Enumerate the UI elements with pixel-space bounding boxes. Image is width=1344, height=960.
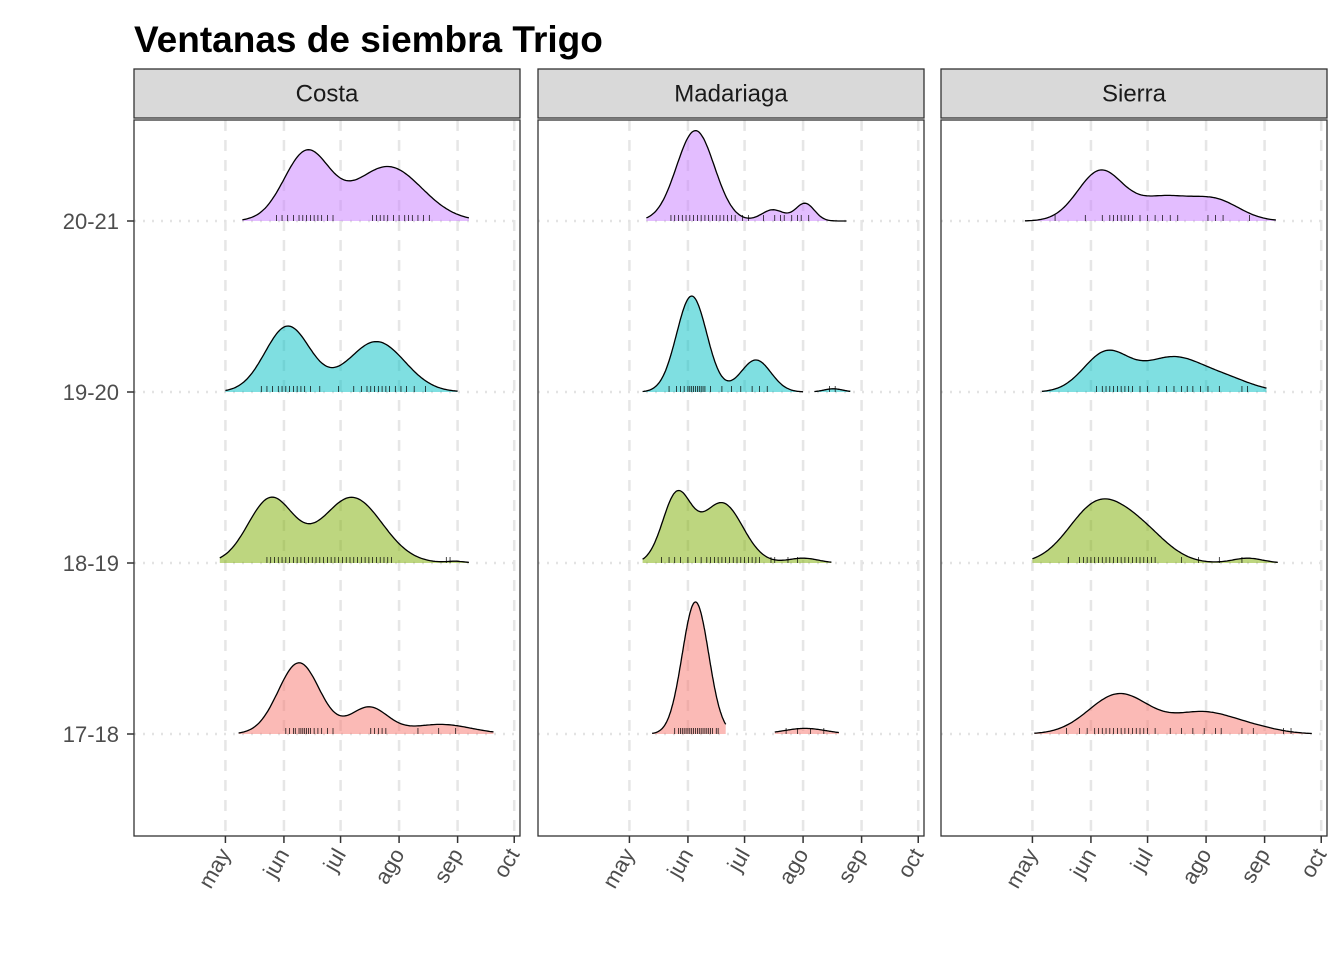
ridge-outline-18-19 bbox=[219, 496, 469, 564]
ridge-fill-17-18 bbox=[1034, 693, 1312, 734]
facet-strip bbox=[940, 68, 1328, 119]
x-tick-label: ago bbox=[1176, 844, 1216, 888]
ridge-outline-18-19 bbox=[1032, 498, 1278, 564]
y-tick-label: 20-21 bbox=[63, 209, 119, 234]
panel-border bbox=[537, 119, 925, 837]
ridge-fill-17-18 bbox=[652, 602, 726, 734]
facet-panel: Costa may jun jul ago sep oct bbox=[133, 68, 525, 892]
x-tick-label: oct bbox=[488, 844, 524, 882]
ridge-fill-20-21 bbox=[242, 149, 469, 221]
y-tick-label: 17-18 bbox=[63, 722, 119, 747]
x-tick-label: jul bbox=[318, 844, 351, 876]
panel-border bbox=[940, 119, 1328, 837]
ridge-outline-20-21 bbox=[1024, 169, 1276, 222]
facet-panel: Madariaga may jun jul ago sep oct bbox=[537, 68, 929, 892]
ridge-outline-19-20 bbox=[642, 295, 804, 393]
x-tick-label: jun bbox=[661, 844, 698, 883]
ridge-outline-17-18 bbox=[238, 662, 494, 734]
panel-background bbox=[538, 120, 924, 836]
ridge-fill-19-20 bbox=[642, 296, 804, 392]
ridge-outline-18-19 bbox=[642, 489, 832, 563]
ridge-outline-17-18 bbox=[1034, 692, 1312, 735]
y-tick-label: 18-19 bbox=[63, 551, 119, 576]
ridge-outline-19-20 bbox=[814, 388, 851, 393]
ridge-outline-20-21 bbox=[646, 129, 847, 222]
x-tick-label: jul bbox=[1125, 844, 1158, 876]
x-tick-label: sep bbox=[1236, 844, 1275, 887]
facet-strip-label: Sierra bbox=[1102, 81, 1167, 108]
x-tick-label: may bbox=[597, 844, 639, 892]
facet-strip bbox=[133, 68, 521, 119]
x-tick-label: jun bbox=[257, 844, 294, 883]
ridge-outline-20-21 bbox=[242, 149, 470, 221]
ridge-fill-20-21 bbox=[1024, 169, 1276, 221]
ridge-outline-17-18 bbox=[651, 601, 727, 735]
x-tick-label: jun bbox=[1064, 844, 1101, 883]
facet-panel: Sierra may jun jul ago sep oct bbox=[940, 68, 1332, 892]
y-tick-label: 19-20 bbox=[63, 380, 119, 405]
x-tick-label: oct bbox=[892, 844, 928, 882]
x-tick-label: ago bbox=[369, 844, 409, 888]
panel-border bbox=[133, 119, 521, 837]
x-tick-label: oct bbox=[1295, 844, 1331, 882]
y-axis: 17-18 18-19 19-20 20-21 bbox=[63, 209, 134, 747]
ridge-outline-19-20 bbox=[225, 325, 458, 392]
chart-title: Ventanas de siembra Trigo bbox=[134, 19, 603, 60]
x-tick-label: may bbox=[193, 844, 235, 892]
ridge-outline-17-18 bbox=[774, 727, 839, 734]
facet-strip bbox=[537, 68, 925, 119]
ridge-fill-18-19 bbox=[1032, 498, 1278, 563]
x-tick-label: jul bbox=[722, 844, 755, 876]
x-tick-label: sep bbox=[833, 844, 872, 887]
ridge-fill-19-20 bbox=[1041, 350, 1267, 392]
ridge-fill-18-19 bbox=[642, 490, 832, 563]
x-tick-label: sep bbox=[429, 844, 468, 887]
facet-strip-label: Madariaga bbox=[674, 81, 788, 108]
ridge-fill-19-20 bbox=[225, 326, 458, 392]
facet-strip-label: Costa bbox=[296, 81, 359, 108]
ridge-fill-19-20 bbox=[814, 388, 851, 392]
ridge-fill-20-21 bbox=[646, 130, 847, 221]
ridge-outline-19-20 bbox=[1041, 349, 1267, 392]
ridge-fill-17-18 bbox=[238, 662, 494, 734]
ridge-fill-18-19 bbox=[219, 497, 469, 563]
x-tick-label: may bbox=[1000, 844, 1042, 892]
x-tick-label: ago bbox=[773, 844, 813, 888]
